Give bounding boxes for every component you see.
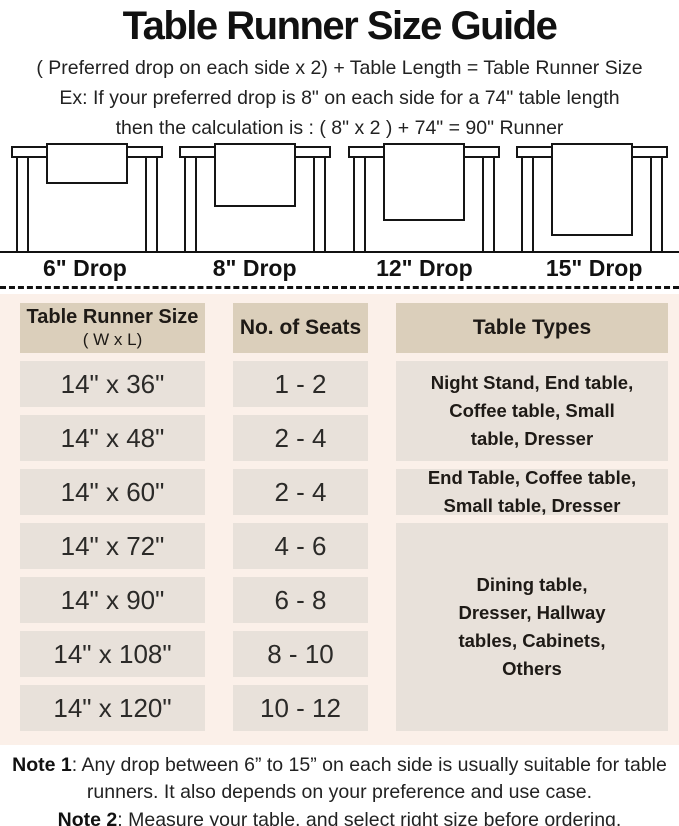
seats-cell: 2 - 4 (233, 415, 368, 461)
note-1: Note 1: Any drop between 6” to 15” on ea… (12, 752, 667, 807)
size-cell: 14" x 60" (20, 469, 205, 515)
table-leg-graphic (16, 157, 29, 251)
seats-cell: 4 - 6 (233, 523, 368, 569)
header-runner-size-sub: ( W x L) (82, 330, 143, 349)
table-leg-graphic (313, 157, 327, 251)
seats-cell: 8 - 10 (233, 631, 368, 677)
formula-text: ( Preferred drop on each side x 2) + Tab… (36, 57, 643, 79)
drop-illustrations (0, 143, 679, 251)
note-2: Note 2: Measure your table, and select r… (12, 807, 667, 826)
size-cell: 14" x 36" (20, 361, 205, 407)
header-seats-label: No. of Seats (239, 316, 362, 339)
header: Table Runner Size Guide ( Preferred drop… (0, 0, 679, 140)
header-runner-size-title: Table Runner Size (26, 306, 199, 328)
table-leg-graphic (145, 157, 158, 251)
table-leg-graphic (184, 157, 198, 251)
seats-cell: 10 - 12 (233, 685, 368, 731)
size-cell: 14" x 120" (20, 685, 205, 731)
table-leg-graphic (649, 157, 663, 251)
seats-cell: 6 - 8 (233, 577, 368, 623)
size-cell: 14" x 72" (20, 523, 205, 569)
table-figure-15-drop (515, 143, 668, 251)
header-table-types: Table Types (396, 303, 668, 353)
table-figure-6-drop (11, 143, 163, 251)
note-2-label: Note 2 (57, 808, 118, 826)
table-types-group-3: Dining table, Dresser, Hallway tables, C… (396, 523, 668, 731)
note-1-label: Note 1 (12, 754, 72, 776)
table-leg-graphic (520, 157, 534, 251)
table-figure-12-drop (347, 143, 500, 251)
table-types-group-2: End Table, Coffee table, Small table, Dr… (396, 467, 668, 516)
table-leg-graphic (481, 157, 495, 251)
seats-cell: 2 - 4 (233, 469, 368, 515)
size-cell: 14" x 108" (20, 631, 205, 677)
note-1-text: : Any drop between 6” to 15” on each sid… (71, 754, 667, 804)
note-2-text: : Measure your table, and select right s… (117, 808, 622, 826)
runner-graphic (214, 143, 297, 207)
runner-graphic (46, 143, 128, 184)
header-seats: No. of Seats (233, 303, 368, 353)
table-figure-8-drop (179, 143, 332, 251)
page-title: Table Runner Size Guide (122, 4, 558, 48)
size-cell: 14" x 90" (20, 577, 205, 623)
drop-label-15: 15" Drop (545, 255, 643, 281)
drop-label-6: 6" Drop (43, 255, 127, 281)
seats-cell: 1 - 2 (233, 361, 368, 407)
table-types-group-1: Night Stand, End table, Coffee table, Sm… (396, 361, 668, 461)
example-line-2: then the calculation is : ( 8" x 2 ) + 7… (115, 117, 564, 139)
table-leg-graphic (352, 157, 366, 251)
example-line-1: Ex: If your preferred drop is 8" on each… (59, 87, 620, 109)
runner-graphic (382, 143, 465, 221)
drop-label-12: 12" Drop (376, 255, 473, 281)
runner-graphic (550, 143, 633, 236)
notes-section: Note 1: Any drop between 6” to 15” on ea… (0, 752, 679, 826)
size-guide-table: Table Runner Size ( W x L) No. of Seats … (0, 294, 679, 745)
header-table-types-label: Table Types (472, 316, 592, 339)
drop-label-8: 8" Drop (212, 255, 297, 281)
size-cell: 14" x 48" (20, 415, 205, 461)
header-runner-size: Table Runner Size ( W x L) (20, 303, 205, 353)
drop-labels-row: 6" Drop 8" Drop 12" Drop 15" Drop (0, 251, 679, 289)
